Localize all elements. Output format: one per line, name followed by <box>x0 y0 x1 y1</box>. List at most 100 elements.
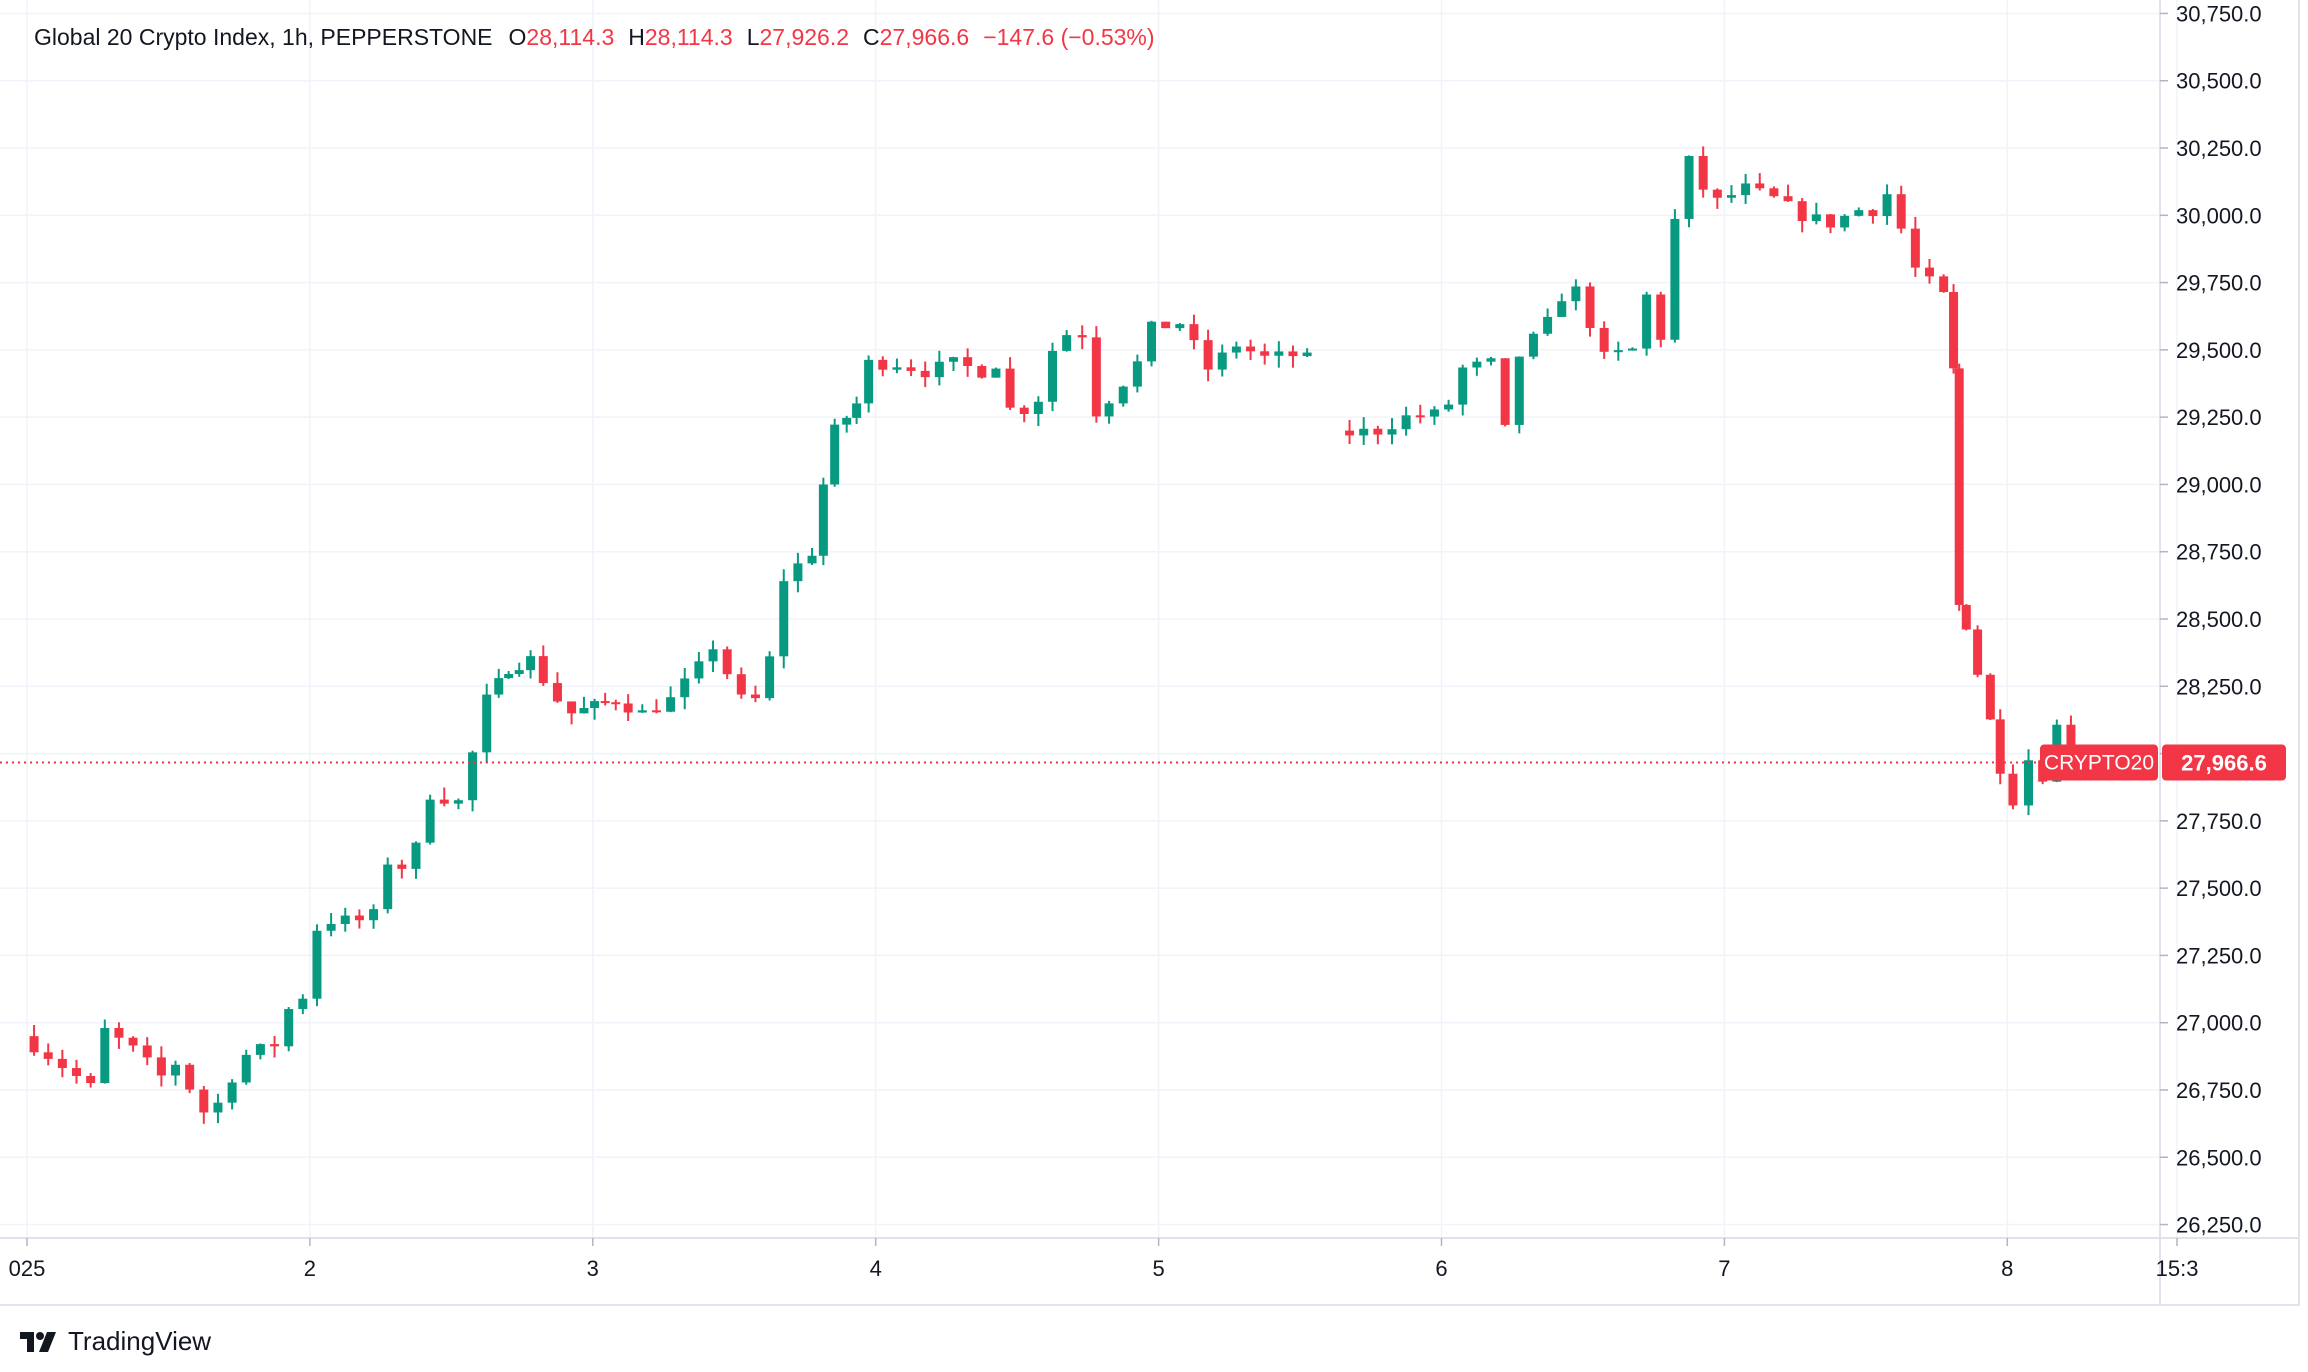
candle-body[interactable] <box>1840 215 1850 228</box>
candle-body[interactable] <box>1868 210 1878 217</box>
candle-body[interactable] <box>1985 674 1995 720</box>
candle-body[interactable] <box>1995 719 2005 774</box>
candle-body[interactable] <box>383 864 393 910</box>
candle-body[interactable] <box>934 361 944 378</box>
candle-body[interactable] <box>637 710 647 713</box>
candle-body[interactable] <box>948 357 958 362</box>
candle-body[interactable] <box>1019 407 1029 415</box>
candle-body[interactable] <box>241 1054 251 1083</box>
candle-body[interactable] <box>514 670 524 675</box>
candle-body[interactable] <box>2066 724 2076 763</box>
candle-body[interactable] <box>1670 218 1680 340</box>
candles[interactable] <box>29 146 2076 1124</box>
candle-body[interactable] <box>1288 351 1298 357</box>
candle-body[interactable] <box>1973 629 1983 675</box>
candle-body[interactable] <box>1712 189 1722 198</box>
candle-body[interactable] <box>1472 361 1482 368</box>
candle-body[interactable] <box>878 359 888 370</box>
candle-body[interactable] <box>1769 188 1779 197</box>
candle-body[interactable] <box>199 1089 209 1113</box>
candle-body[interactable] <box>623 703 633 713</box>
candle-body[interactable] <box>552 683 562 702</box>
candle-body[interactable] <box>666 697 676 712</box>
candle-body[interactable] <box>892 367 902 370</box>
candle-body[interactable] <box>977 366 987 378</box>
candle-body[interactable] <box>2008 773 2018 806</box>
time-axis[interactable]: 025 2 3 4 5 6 7 8 15:3 <box>9 1238 2199 1281</box>
candle-body[interactable] <box>57 1058 67 1069</box>
candle-body[interactable] <box>1231 346 1241 353</box>
candle-body[interactable] <box>1797 201 1807 221</box>
candle-body[interactable] <box>1444 404 1454 410</box>
candle-body[interactable] <box>579 707 589 714</box>
candle-body[interactable] <box>298 998 308 1010</box>
candle-body[interactable] <box>86 1075 96 1084</box>
candle-body[interactable] <box>326 924 336 931</box>
candle-body[interactable] <box>1896 194 1906 229</box>
candle-body[interactable] <box>842 417 852 425</box>
candle-body[interactable] <box>1925 267 1935 277</box>
candle-body[interactable] <box>156 1057 166 1076</box>
candle-body[interactable] <box>1260 351 1270 356</box>
candle-body[interactable] <box>1627 348 1637 351</box>
candle-body[interactable] <box>1274 351 1284 356</box>
candle-body[interactable] <box>2024 760 2034 806</box>
candle-body[interactable] <box>1949 291 1959 369</box>
candle-body[interactable] <box>1741 183 1751 196</box>
candle-body[interactable] <box>864 359 874 404</box>
candle-body[interactable] <box>708 649 718 662</box>
candle-body[interactable] <box>1910 228 1920 268</box>
candle-body[interactable] <box>1571 286 1581 302</box>
candle-body[interactable] <box>611 702 621 705</box>
candle-body[interactable] <box>142 1045 152 1058</box>
candle-body[interactable] <box>411 842 421 869</box>
candle-body[interactable] <box>213 1102 223 1113</box>
candle-body[interactable] <box>1939 276 1949 292</box>
candle-body[interactable] <box>1726 195 1736 198</box>
candle-body[interactable] <box>779 581 789 657</box>
candle-body[interactable] <box>1500 358 1510 425</box>
candle-body[interactable] <box>1429 409 1439 417</box>
candle-body[interactable] <box>538 656 548 684</box>
candle-body[interactable] <box>1217 352 1227 370</box>
candle-body[interactable] <box>920 370 930 378</box>
candle-body[interactable] <box>1373 428 1383 435</box>
candle-body[interactable] <box>114 1027 124 1038</box>
candle-body[interactable] <box>852 403 862 418</box>
candle-body[interactable] <box>807 555 817 564</box>
candle-body[interactable] <box>354 915 364 921</box>
candle-body[interactable] <box>1048 350 1058 402</box>
candle-body[interactable] <box>29 1036 39 1053</box>
candle-body[interactable] <box>270 1044 280 1047</box>
candle-body[interactable] <box>1415 415 1425 418</box>
candle-body[interactable] <box>1118 386 1128 404</box>
candle-body[interactable] <box>43 1052 53 1059</box>
candle-body[interactable] <box>818 484 828 556</box>
candle-body[interactable] <box>1613 350 1623 353</box>
candle-body[interactable] <box>600 701 610 704</box>
candle-body[interactable] <box>1954 368 1964 605</box>
candle-body[interactable] <box>1783 196 1793 202</box>
candle-body[interactable] <box>1599 327 1609 352</box>
candle-body[interactable] <box>765 656 775 699</box>
candle-body[interactable] <box>1104 403 1114 417</box>
candle-body[interactable] <box>453 800 463 804</box>
candle-body[interactable] <box>1175 324 1185 329</box>
candle-body[interactable] <box>100 1027 110 1084</box>
candle-body[interactable] <box>397 864 407 869</box>
candle-body[interactable] <box>1077 335 1087 338</box>
candle-body[interactable] <box>128 1037 138 1046</box>
tradingview-logo[interactable]: TradingView <box>20 1326 211 1357</box>
candle-body[interactable] <box>722 649 732 675</box>
candle-body[interactable] <box>494 678 504 695</box>
candle-body[interactable] <box>1656 294 1666 340</box>
candle-body[interactable] <box>1755 183 1765 189</box>
candle-body[interactable] <box>1642 294 1652 349</box>
candle-body[interactable] <box>340 915 350 925</box>
candle-body[interactable] <box>906 367 916 371</box>
candle-body[interactable] <box>1302 352 1312 357</box>
candle-body[interactable] <box>750 694 760 699</box>
candle-body[interactable] <box>1585 286 1595 328</box>
candle-body[interactable] <box>1033 401 1043 415</box>
candle-body[interactable] <box>567 701 577 714</box>
